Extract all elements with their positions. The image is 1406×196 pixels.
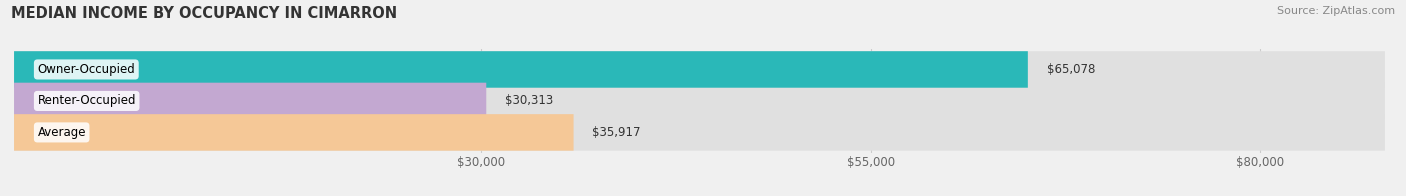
- FancyBboxPatch shape: [14, 83, 486, 119]
- FancyBboxPatch shape: [14, 114, 574, 151]
- Text: MEDIAN INCOME BY OCCUPANCY IN CIMARRON: MEDIAN INCOME BY OCCUPANCY IN CIMARRON: [11, 6, 398, 21]
- Text: Owner-Occupied: Owner-Occupied: [38, 63, 135, 76]
- Text: $30,313: $30,313: [505, 94, 553, 107]
- Text: Average: Average: [38, 126, 86, 139]
- FancyBboxPatch shape: [14, 83, 1385, 119]
- Text: $65,078: $65,078: [1046, 63, 1095, 76]
- FancyBboxPatch shape: [14, 51, 1385, 88]
- FancyBboxPatch shape: [14, 114, 1385, 151]
- FancyBboxPatch shape: [14, 51, 1028, 88]
- Text: Source: ZipAtlas.com: Source: ZipAtlas.com: [1277, 6, 1395, 16]
- Text: $35,917: $35,917: [592, 126, 641, 139]
- Text: Renter-Occupied: Renter-Occupied: [38, 94, 136, 107]
